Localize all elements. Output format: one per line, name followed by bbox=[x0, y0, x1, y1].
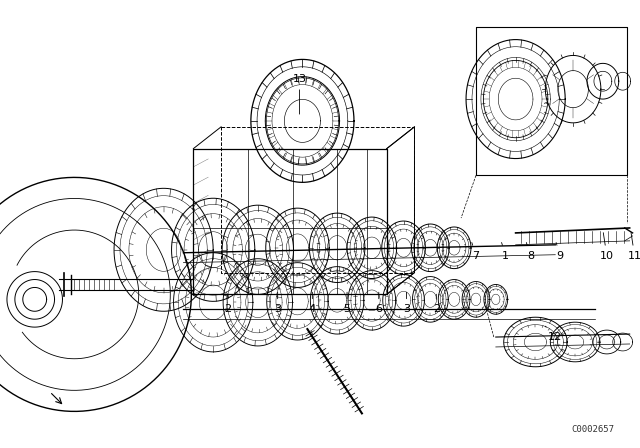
Text: 13: 13 bbox=[292, 74, 307, 114]
Text: 12: 12 bbox=[545, 326, 563, 342]
Text: 2: 2 bbox=[225, 294, 232, 314]
Text: 11: 11 bbox=[628, 233, 640, 261]
Text: 3: 3 bbox=[274, 292, 281, 314]
Text: 2: 2 bbox=[433, 294, 440, 314]
Text: 8: 8 bbox=[526, 242, 534, 261]
Text: 1: 1 bbox=[502, 242, 509, 261]
Text: 6: 6 bbox=[375, 292, 382, 314]
Text: 4: 4 bbox=[308, 292, 316, 314]
Text: C0002657: C0002657 bbox=[572, 425, 615, 434]
Text: 10: 10 bbox=[600, 233, 614, 261]
Text: 9: 9 bbox=[556, 242, 564, 261]
Text: 3: 3 bbox=[403, 292, 410, 314]
Text: 7: 7 bbox=[472, 242, 479, 261]
Text: 5: 5 bbox=[344, 292, 351, 314]
